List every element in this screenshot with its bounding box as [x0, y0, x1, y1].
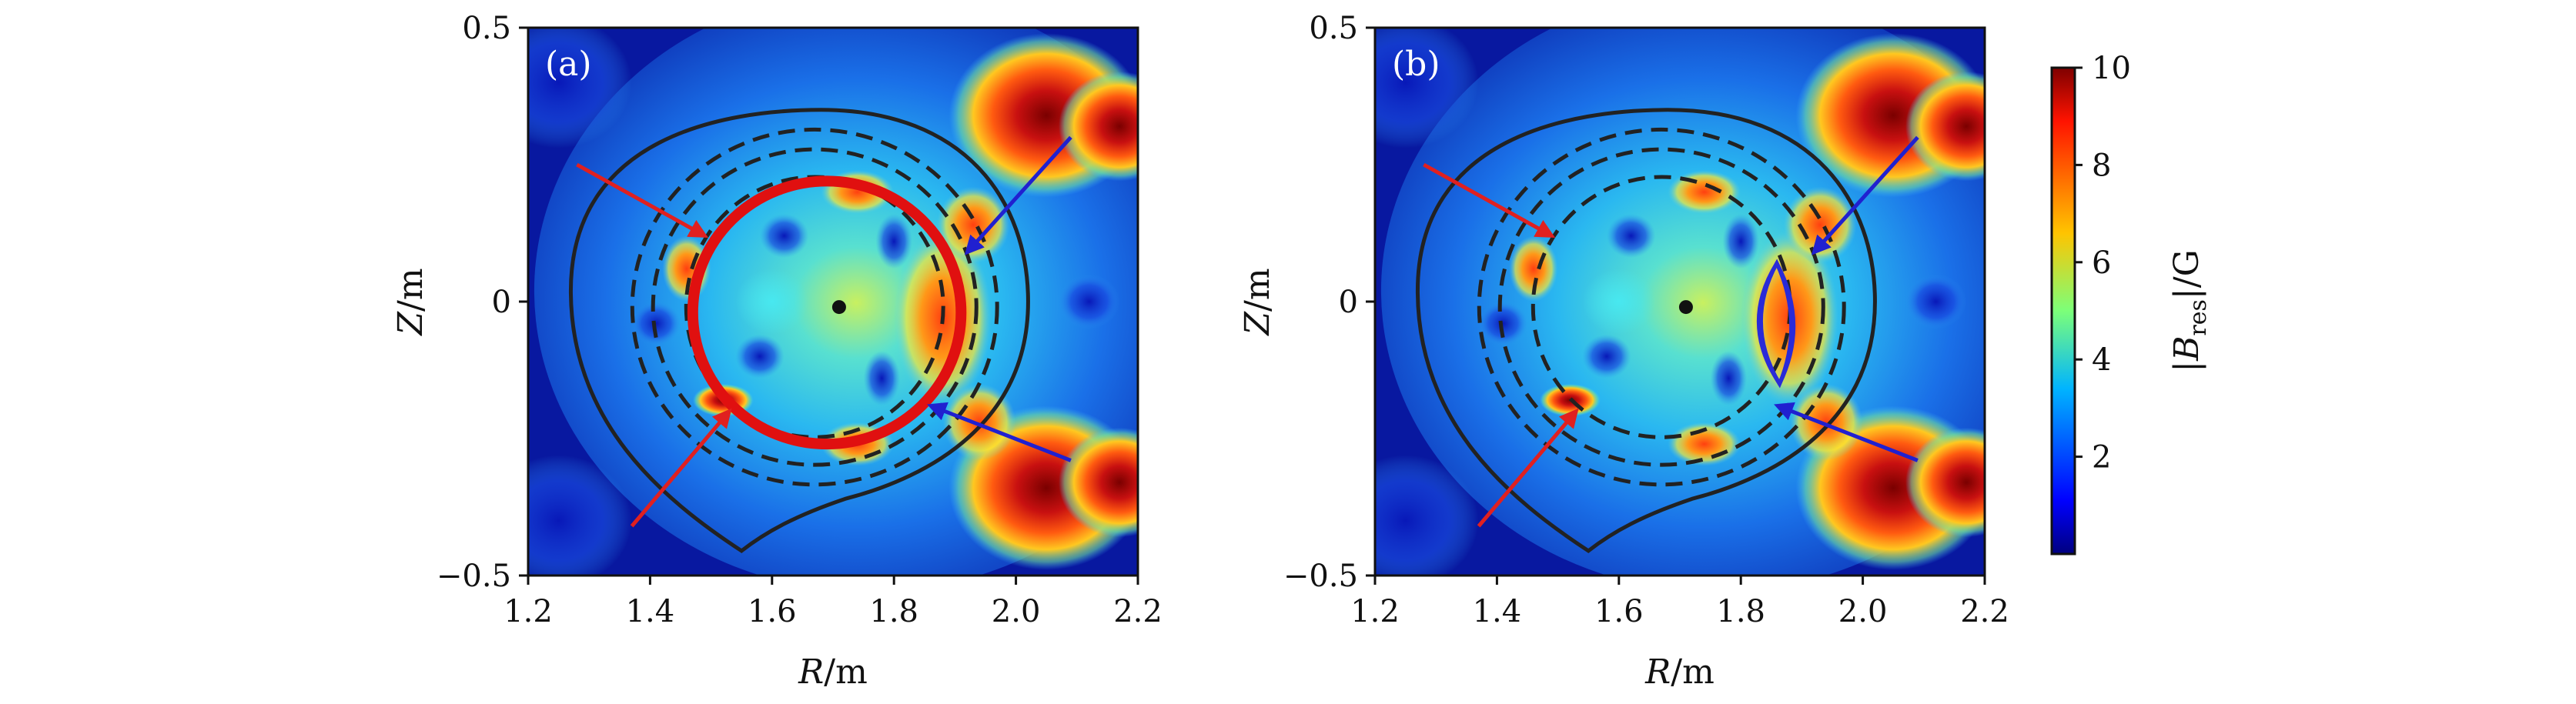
heatmap-blob	[759, 214, 809, 259]
heatmap-blob	[1710, 351, 1748, 406]
panel-label: (b)	[1392, 45, 1440, 84]
heatmap-blob	[863, 351, 901, 406]
heatmap-blob	[875, 214, 912, 269]
x-tick-label: 1.6	[748, 594, 797, 629]
x-tick-label: 2.0	[1838, 594, 1888, 629]
x-tick-label: 2.2	[1960, 594, 2009, 629]
red-arrow	[1423, 162, 1556, 238]
heatmap-field	[1375, 28, 1985, 576]
colorbar: 2 4 6 8 10 |Bres|/G	[2050, 51, 2212, 556]
flux-surface-dashed	[651, 147, 979, 467]
heatmap-blob	[1582, 269, 1656, 335]
heatmap-blob	[1478, 302, 1527, 345]
heatmap-blob	[735, 334, 785, 379]
heatmap-blob	[735, 269, 809, 335]
x-tick-label: 1.2	[503, 594, 553, 629]
heatmap-blob	[936, 186, 1010, 264]
red-arrow	[630, 408, 732, 528]
colorbar-label: |Bres|/G	[2167, 249, 2212, 372]
separatrix-line	[1415, 108, 1877, 554]
heatmap-blob	[1059, 71, 1138, 182]
heatmap-blob	[1059, 274, 1120, 329]
y-axis-label: Z/m	[1238, 268, 1277, 336]
x-tick-label: 2.0	[992, 594, 1041, 629]
heatmap-blob	[1582, 334, 1631, 379]
island-ring	[687, 175, 967, 450]
y-tick-label: −0.5	[437, 559, 511, 594]
blue-arrow	[927, 402, 1072, 462]
x-axis-label: R/m	[1644, 652, 1715, 692]
heatmap-blob	[528, 28, 632, 148]
magnetic-axis-dot	[1678, 300, 1693, 315]
heatmap-blob	[1668, 170, 1741, 215]
y-axis-label: Z/m	[391, 268, 430, 336]
heatmap-blob	[1375, 28, 1479, 148]
panel-label: (a)	[545, 45, 592, 84]
heatmap-blob	[1509, 235, 1558, 302]
blue-arrow	[964, 135, 1072, 255]
red-arrow	[1477, 408, 1579, 528]
x-tick-label: 1.8	[1716, 594, 1765, 629]
flux-surface-dashed	[1477, 127, 1846, 487]
heatmap-blob	[1905, 274, 1967, 329]
x-tick-label: 2.2	[1113, 594, 1163, 629]
y-tick-label: −0.5	[1283, 559, 1358, 594]
magnetic-axis-dot	[831, 300, 846, 315]
colorbar-gradient	[2050, 66, 2076, 556]
x-axis-label: R/m	[798, 652, 868, 692]
x-tick-label: 1.2	[1350, 594, 1400, 629]
colorbar-tick-label: 4	[2092, 342, 2111, 378]
colorbar-tick-label: 8	[2092, 148, 2111, 183]
x-tick-label: 1.4	[626, 594, 675, 629]
heatmap-blob	[1905, 427, 1985, 538]
heatmap-blob	[528, 455, 632, 576]
heatmap-blob	[1722, 214, 1759, 269]
flux-surface-dashed	[1497, 147, 1825, 467]
colorbar-tick-label: 6	[2092, 245, 2111, 281]
heatmap-blob	[1783, 186, 1857, 264]
y-tick-label: 0.5	[1309, 11, 1358, 46]
red-arrow	[576, 162, 709, 238]
heatmap-field	[528, 28, 1138, 576]
y-tick-label: 0	[1339, 285, 1358, 320]
island-crescent	[1756, 259, 1796, 388]
separatrix-line	[568, 108, 1030, 554]
heatmap-blob	[1059, 427, 1138, 538]
colorbar-tick-label: 2	[2092, 440, 2111, 475]
x-tick-label: 1.8	[869, 594, 918, 629]
panel-b: 1.2 1.4 1.6 1.8 2.0 2.2 0.5 0 −0.5 R/m Z/m (b)	[1238, 11, 2009, 692]
heatmap-blob	[1606, 214, 1656, 259]
heatmap-blob	[1375, 455, 1479, 576]
flux-surface-dashed	[630, 127, 999, 487]
panel-a: 1.2 1.4 1.6 1.8 2.0 2.2 0.5 0 −0.5 R/m Z/m (a)	[391, 11, 1163, 692]
heatmap-blob	[631, 302, 681, 345]
panels: 1.2 1.4 1.6 1.8 2.0 2.20.50−0.5R/mZ/m(a)1.2 1.…	[391, 11, 2009, 692]
x-tick-label: 1.4	[1473, 594, 1522, 629]
heatmap-blob	[1905, 71, 1985, 182]
colorbar-tick-label: 10	[2092, 51, 2131, 86]
x-tick-label: 1.6	[1594, 594, 1644, 629]
y-tick-label: 0.5	[462, 11, 511, 46]
blue-arrow	[1811, 135, 1919, 255]
blue-arrow	[1774, 402, 1919, 462]
y-tick-label: 0	[492, 285, 511, 320]
